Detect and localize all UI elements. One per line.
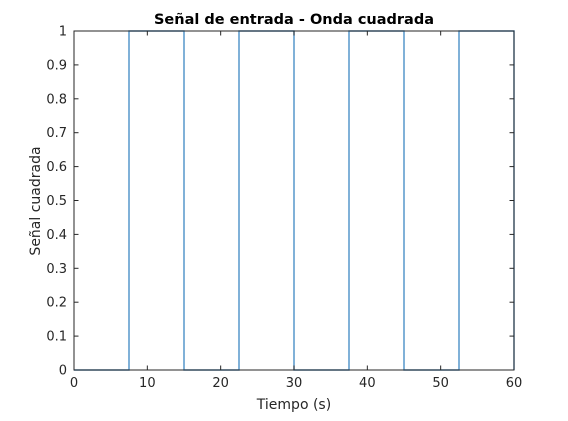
y-tick-label-4: 0.4 bbox=[46, 228, 67, 243]
y-tick-label-10: 1 bbox=[59, 25, 67, 40]
tick-layer: 0 10 20 30 40 50 60 0 0.1 0.2 0.3 0.4 0.5 0.6 0.7 0.8 0.… bbox=[46, 25, 522, 392]
y-axis-label: Señal cuadrada bbox=[28, 146, 44, 255]
x-axis-label: Tiempo (s) bbox=[256, 397, 331, 413]
x-tick-label-4: 40 bbox=[359, 376, 376, 391]
y-tick-label-5: 0.5 bbox=[46, 194, 67, 209]
y-tick-label-3: 0.3 bbox=[46, 262, 67, 277]
y-tick-label-7: 0.7 bbox=[46, 126, 67, 141]
x-tick-label-0: 0 bbox=[70, 376, 78, 391]
x-tick-label-5: 50 bbox=[432, 376, 449, 391]
x-tick-label-1: 10 bbox=[139, 376, 156, 391]
x-tick-label-2: 20 bbox=[212, 376, 229, 391]
chart-title: Señal de entrada - Onda cuadrada bbox=[154, 12, 434, 28]
y-tick-label-0: 0 bbox=[59, 364, 67, 379]
y-tick-label-6: 0.6 bbox=[46, 160, 67, 175]
y-tick-label-2: 0.2 bbox=[46, 296, 67, 311]
x-tick-label-6: 60 bbox=[506, 376, 523, 391]
x-tick-label-3: 30 bbox=[286, 376, 303, 391]
y-tick-label-9: 0.9 bbox=[46, 58, 67, 73]
y-tick-label-8: 0.8 bbox=[46, 92, 67, 107]
y-tick-label-1: 0.1 bbox=[46, 330, 67, 345]
